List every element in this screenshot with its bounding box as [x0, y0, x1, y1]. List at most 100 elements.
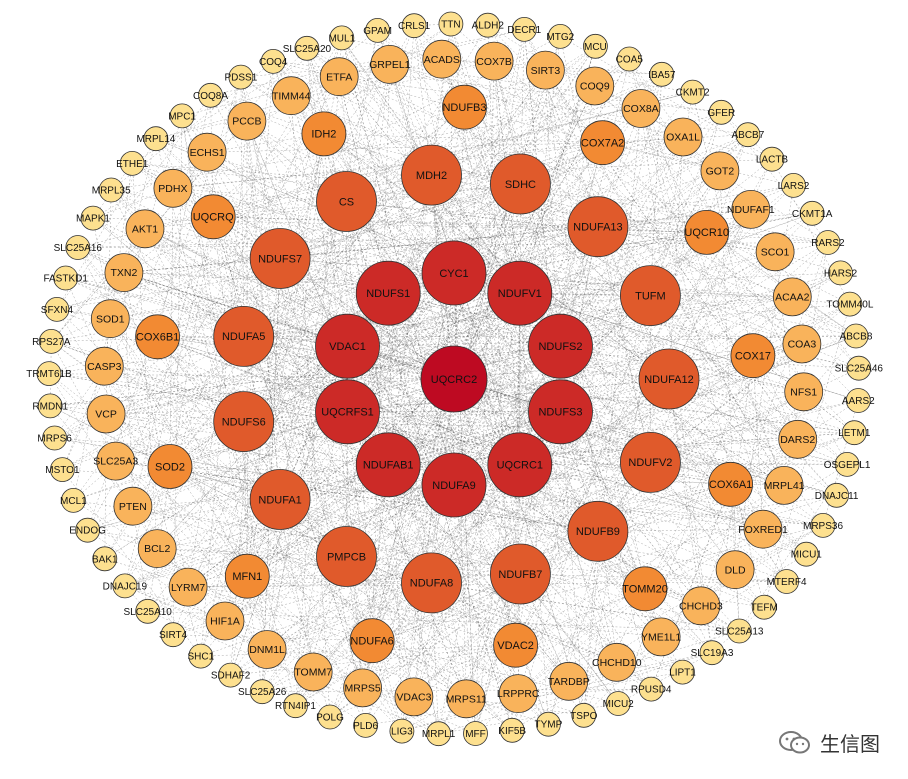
node-crls1[interactable]: CRLS1: [398, 13, 431, 39]
node-endog[interactable]: ENDOG: [69, 517, 106, 543]
node-mcu[interactable]: MCU: [583, 33, 608, 59]
node-trmt61b[interactable]: TRMT61B: [26, 361, 72, 387]
node-tymp[interactable]: TYMP: [535, 711, 563, 737]
node-rpusd4[interactable]: RPUSD4: [631, 676, 672, 702]
node-gpam[interactable]: GPAM: [363, 17, 392, 43]
node-acaa2[interactable]: ACAA2: [772, 277, 812, 317]
node-ndufa13[interactable]: NDUFA13: [567, 196, 629, 258]
node-ndufa5[interactable]: NDUFA5: [213, 305, 275, 367]
node-uqcr10[interactable]: UQCR10: [684, 209, 730, 255]
node-mrps36[interactable]: MRPS36: [803, 513, 843, 538]
node-timm44[interactable]: TIMM44: [271, 76, 311, 116]
node-got2[interactable]: GOT2: [700, 151, 740, 191]
node-gfer[interactable]: GFER: [707, 99, 735, 125]
node-aldh2[interactable]: ALDH2: [472, 12, 505, 38]
node-mrps6[interactable]: MRPS6: [37, 425, 72, 451]
node-cox7b[interactable]: COX7B: [474, 41, 514, 81]
node-decr1[interactable]: DECR1: [507, 16, 542, 42]
node-dnajc11[interactable]: DNAJC11: [815, 482, 859, 508]
node-uqcrfs1[interactable]: UQCRFS1: [315, 379, 380, 445]
node-acads[interactable]: ACADS: [422, 39, 462, 79]
node-echs1[interactable]: ECHS1: [187, 132, 227, 172]
node-tomm40l[interactable]: TOMM40L: [826, 291, 874, 317]
node-mterf4[interactable]: MTERF4: [767, 569, 807, 594]
node-ndufs7[interactable]: NDUFS7: [249, 228, 311, 289]
node-dnm1l[interactable]: DNM1L: [247, 630, 287, 669]
node-ndufa9[interactable]: NDUFA9: [421, 452, 487, 518]
node-txn2[interactable]: TXN2: [104, 253, 144, 293]
node-fastkd1[interactable]: FASTKD1: [43, 265, 88, 291]
node-ndufv2[interactable]: NDUFV2: [620, 431, 681, 493]
node-micu2[interactable]: MICU2: [603, 691, 635, 716]
node-cox8a[interactable]: COX8A: [621, 89, 661, 128]
node-cox7a2[interactable]: COX7A2: [580, 120, 625, 166]
node-mrpl14[interactable]: MRPL14: [136, 126, 176, 152]
node-sfxn4[interactable]: SFXN4: [41, 296, 74, 322]
node-yme1l1[interactable]: YME1L1: [641, 617, 681, 657]
node-mapk1[interactable]: MAPK1: [76, 205, 110, 231]
node-abcb8[interactable]: ABCB8: [840, 323, 873, 349]
node-abcb7[interactable]: ABCB7: [732, 122, 765, 148]
node-dld[interactable]: DLD: [715, 550, 755, 590]
node-sco1[interactable]: SCO1: [755, 232, 795, 272]
node-vdac1[interactable]: VDAC1: [315, 313, 380, 379]
node-coq4[interactable]: COQ4: [259, 49, 288, 74]
node-mtg2[interactable]: MTG2: [546, 24, 575, 49]
node-osgepl1[interactable]: OSGEPL1: [824, 451, 871, 477]
node-uqcrq[interactable]: UQCRQ: [190, 194, 236, 240]
node-nfs1[interactable]: NFS1: [784, 372, 824, 412]
node-slc25a10[interactable]: SLC25A10: [124, 598, 173, 624]
node-tardbp[interactable]: TARDBP: [548, 661, 590, 701]
node-vcp[interactable]: VCP: [86, 394, 126, 434]
node-sod1[interactable]: SOD1: [90, 299, 130, 339]
node-hars2[interactable]: HARS2: [824, 260, 858, 286]
node-coq8a[interactable]: COQ8A: [193, 82, 228, 108]
node-dnajc19[interactable]: DNAJC19: [103, 573, 148, 599]
node-ndufb9[interactable]: NDUFB9: [567, 500, 629, 562]
node-pccb[interactable]: PCCB: [227, 101, 267, 141]
node-coq9[interactable]: COQ9: [575, 66, 615, 106]
node-ndufv1[interactable]: NDUFV1: [487, 260, 553, 326]
node-lactb[interactable]: LACTB: [756, 146, 789, 172]
node-mfn1[interactable]: MFN1: [224, 553, 270, 599]
node-lig3[interactable]: LIG3: [389, 718, 415, 744]
node-ckmt2[interactable]: CKMT2: [676, 79, 710, 105]
node-uqcrc2[interactable]: UQCRC2: [420, 345, 488, 413]
node-ndufab1[interactable]: NDUFAB1: [355, 432, 421, 498]
node-coa5[interactable]: COA5: [616, 46, 644, 72]
node-chchd10[interactable]: CHCHD10: [592, 642, 642, 682]
node-mcl1[interactable]: MCL1: [60, 487, 87, 513]
node-mff[interactable]: MFF: [463, 721, 488, 746]
node-ndufa8[interactable]: NDUFA8: [401, 552, 462, 614]
node-ndufb7[interactable]: NDUFB7: [490, 543, 551, 605]
node-ndufs3[interactable]: NDUFS3: [528, 379, 593, 445]
node-pdss1[interactable]: PDSS1: [225, 64, 258, 90]
node-iba57[interactable]: IBA57: [648, 61, 676, 87]
node-rmdn1[interactable]: RMDN1: [32, 393, 68, 419]
node-dars2[interactable]: DARS2: [778, 419, 818, 459]
node-mrpl1[interactable]: MRPL1: [422, 721, 456, 747]
node-cs[interactable]: CS: [316, 171, 377, 232]
node-msto1[interactable]: MSTO1: [45, 457, 80, 483]
node-slc25a46[interactable]: SLC25A46: [835, 355, 884, 381]
node-bcl2[interactable]: BCL2: [137, 529, 177, 568]
node-lrpprc[interactable]: LRPPRC: [497, 674, 540, 713]
node-micu1[interactable]: MICU1: [791, 541, 823, 567]
node-cox17[interactable]: COX17: [730, 333, 776, 379]
node-kif5b[interactable]: KIF5B: [498, 717, 526, 743]
node-lars2[interactable]: LARS2: [778, 172, 810, 198]
node-ckmt1a[interactable]: CKMT1A: [792, 200, 833, 226]
node-tomm7[interactable]: TOMM7: [293, 652, 333, 692]
node-grpel1[interactable]: GRPEL1: [369, 45, 411, 84]
node-lyrm7[interactable]: LYRM7: [168, 567, 208, 607]
node-tspo[interactable]: TSPO: [570, 702, 598, 728]
node-coa3[interactable]: COA3: [782, 324, 822, 364]
node-slc25a20[interactable]: SLC25A20: [283, 35, 332, 61]
node-aars2[interactable]: AARS2: [842, 388, 875, 413]
node-sirt3[interactable]: SIRT3: [526, 50, 565, 90]
node-vdac2[interactable]: VDAC2: [493, 622, 538, 668]
node-ndufa12[interactable]: NDUFA12: [638, 348, 700, 410]
node-cyc1[interactable]: CYC1: [421, 240, 487, 306]
node-ndufs6[interactable]: NDUFS6: [213, 391, 275, 453]
node-slc25a16[interactable]: SLC25A16: [54, 235, 103, 260]
